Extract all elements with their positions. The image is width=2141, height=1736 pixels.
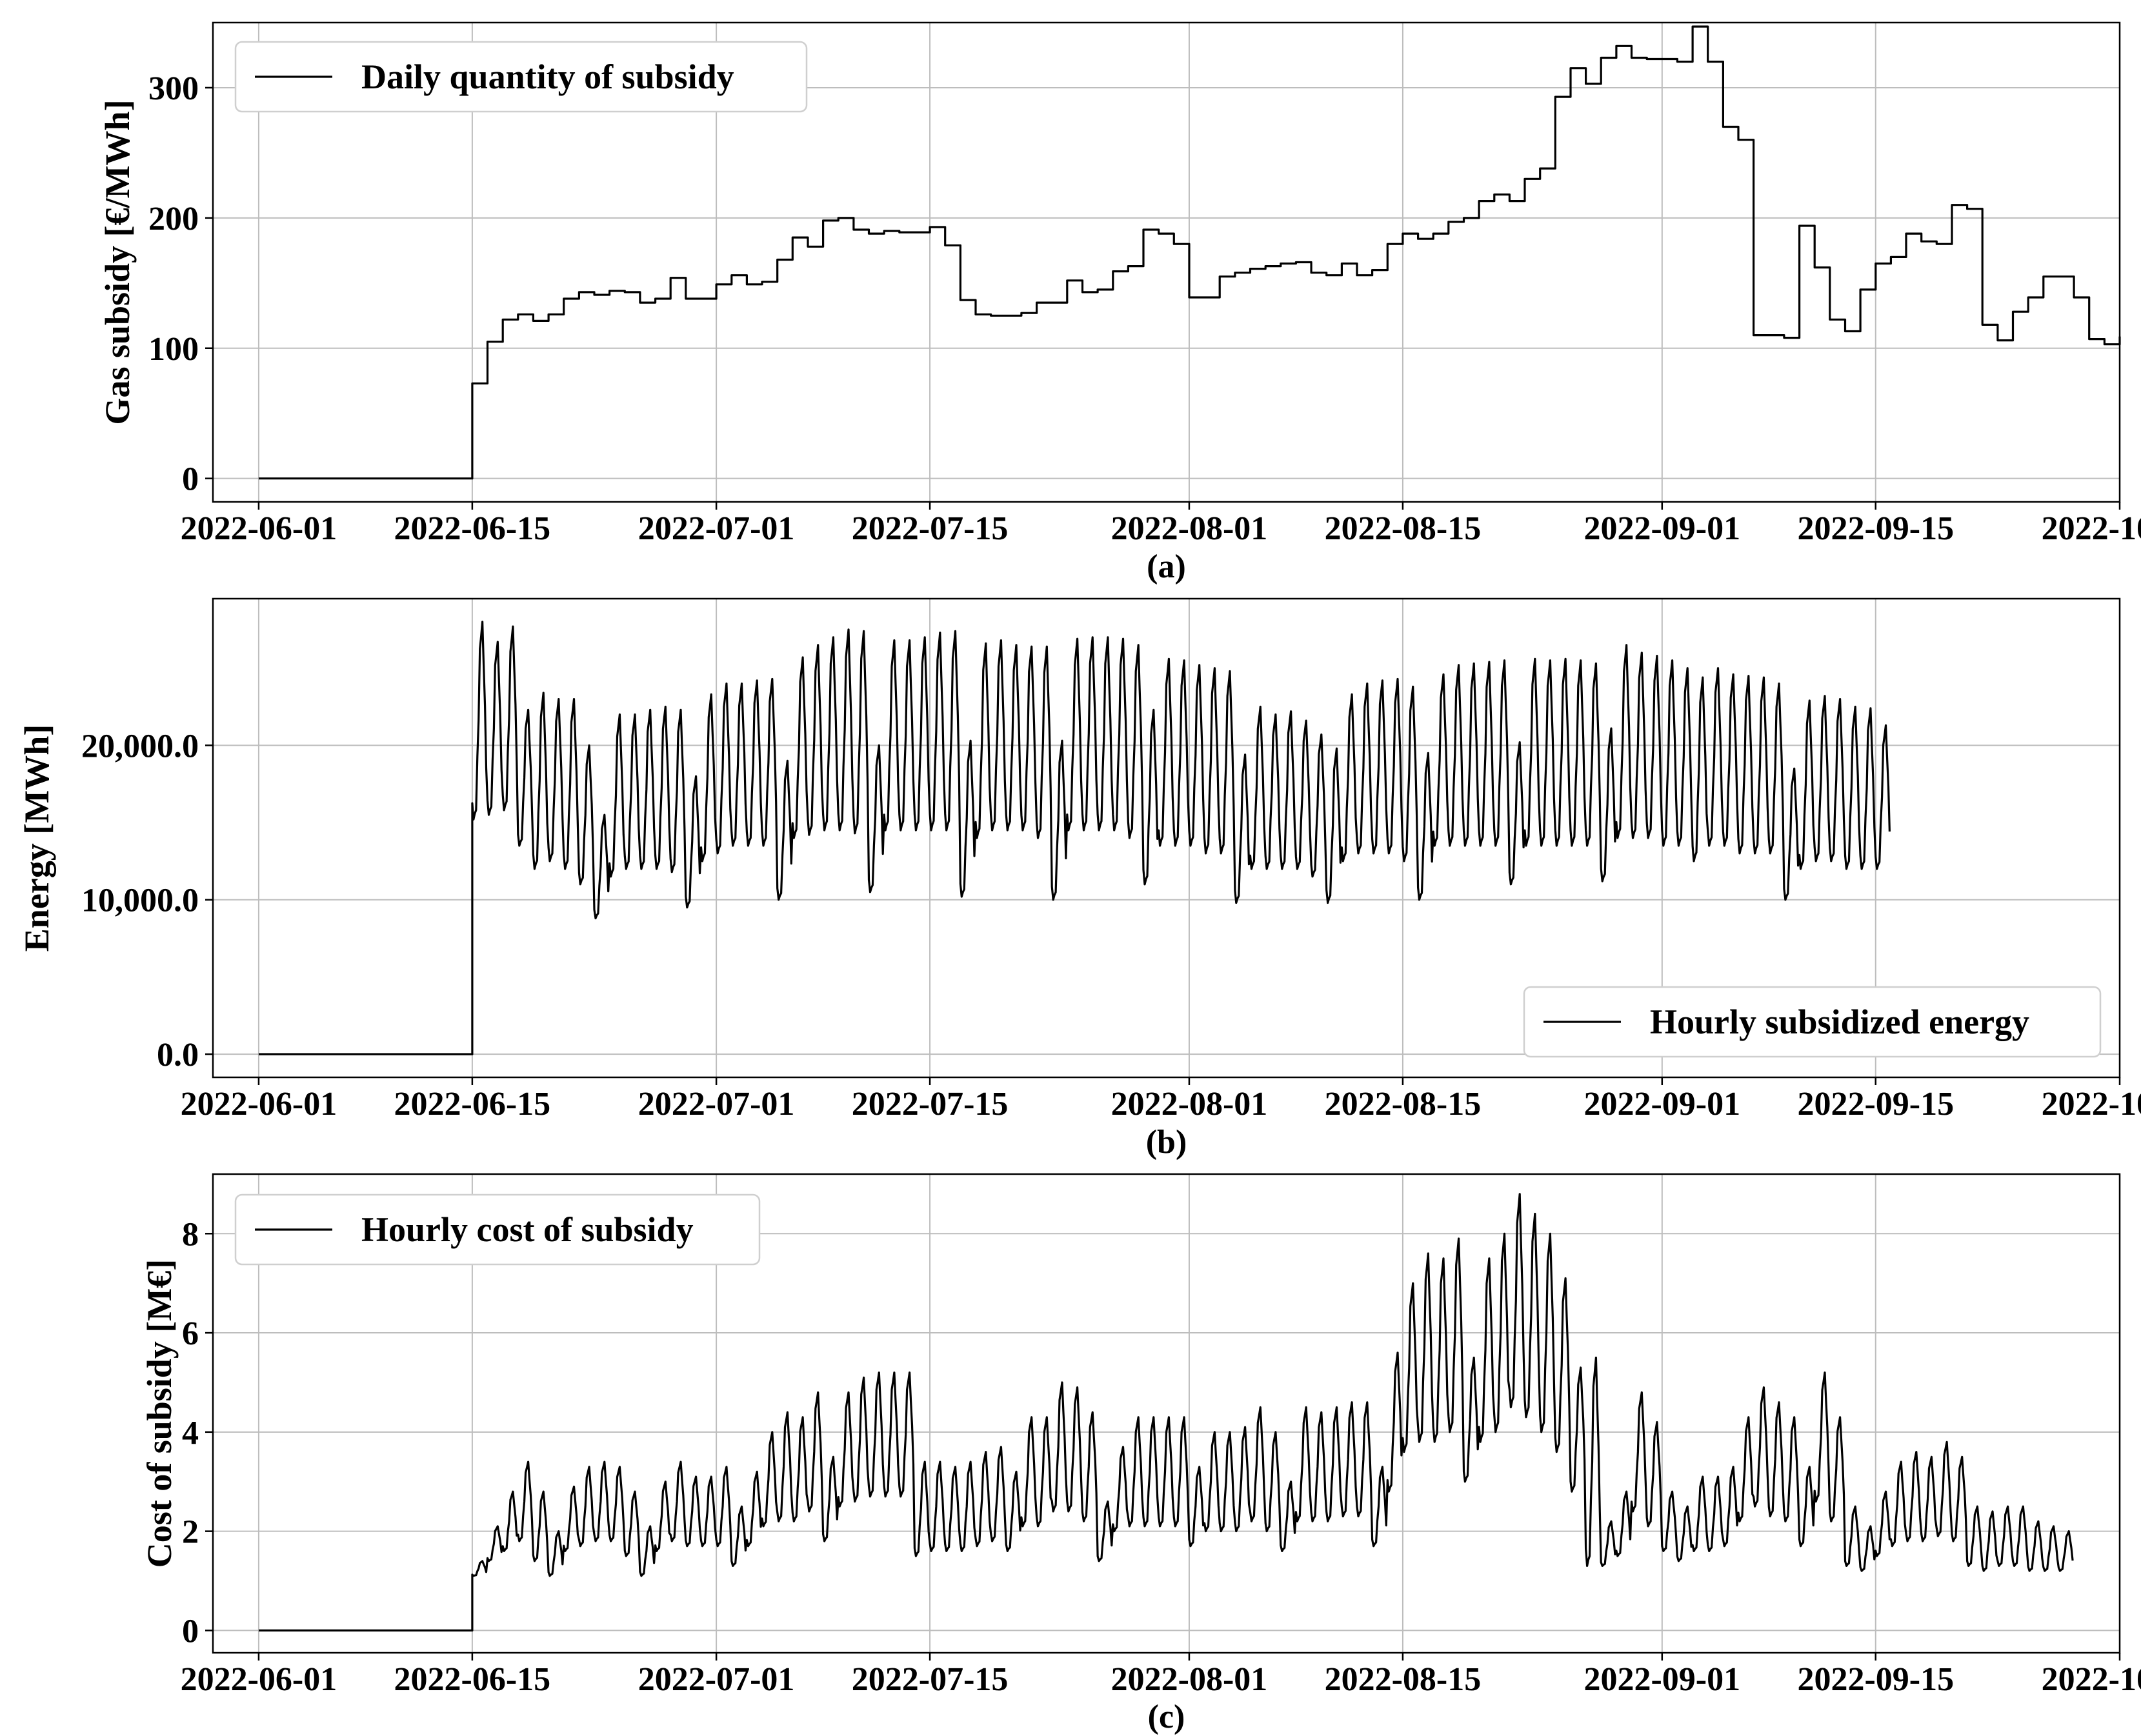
y-tick-label: 0: [182, 1613, 199, 1650]
y-tick-label: 10,000.0: [81, 883, 199, 919]
x-tick-labels: 2022-06-01 2022-06-15 2022-07-01 2022-07-15…: [181, 1077, 2141, 1122]
x-tick-label: 2022-10-01: [2042, 1661, 2141, 1698]
series-line: [258, 621, 1891, 1055]
x-tick-label: 2022-09-01: [1583, 510, 1740, 547]
y-tick-labels: 0 100 200 300: [148, 70, 213, 498]
legend-box: [1523, 986, 2102, 1058]
y-tick-label: 20,000.0: [81, 728, 199, 764]
y-axis-label: Cost of subsidy [M€]: [140, 1259, 179, 1568]
y-tick-label: 200: [148, 201, 199, 237]
x-tick-label: 2022-07-01: [638, 1086, 795, 1122]
x-tick-label: 2022-10-01: [2042, 1086, 2141, 1122]
y-axis-label: Energy [MWh]: [17, 724, 56, 952]
x-tick-label: 2022-08-01: [1111, 510, 1268, 547]
legend-box: [234, 41, 808, 113]
legend-box: [234, 1193, 761, 1266]
x-tick-label: 2022-07-01: [638, 510, 795, 547]
plot-frame: [212, 21, 2121, 503]
y-tick-label: 4: [182, 1415, 199, 1452]
x-tick-label: 2022-07-15: [852, 510, 1009, 547]
y-tick-label: 8: [182, 1216, 199, 1253]
y-tick-labels: 0 2 4 6 8: [182, 1216, 213, 1650]
gridlines: [213, 1174, 2120, 1653]
panel-caption: (a): [1147, 548, 1186, 585]
plot-frame: [212, 597, 2121, 1079]
y-tick-labels: 0.0 10,000.0 20,000.0: [81, 728, 213, 1073]
y-axis-label: Gas subsidy [€/MWh]: [98, 99, 137, 424]
x-tick-label: 2022-09-15: [1797, 510, 1954, 547]
x-tick-label: 2022-09-01: [1583, 1661, 1740, 1698]
legend: Hourly subsidized energy: [1523, 986, 2102, 1058]
y-tick-label: 0: [182, 461, 199, 498]
x-tick-label: 2022-07-01: [638, 1661, 795, 1698]
x-tick-label: 2022-09-15: [1797, 1086, 1954, 1122]
panel-caption: (b): [1146, 1124, 1187, 1161]
series-layer: [258, 25, 2121, 480]
x-tick-label: 2022-06-01: [181, 1086, 337, 1122]
panel-a: 0 100 200 300 2022-06-01 2022-06-15 2022-07-0…: [98, 21, 2141, 585]
x-tick-label: 2022-06-01: [181, 510, 337, 547]
x-tick-labels: 2022-06-01 2022-06-15 2022-07-01 2022-07-15…: [181, 1653, 2141, 1698]
x-tick-labels: 2022-06-01 2022-06-15 2022-07-01 2022-07-15…: [181, 502, 2141, 547]
series-layer: [258, 1193, 2074, 1631]
panel-b: 0.0 10,000.0 20,000.0 2022-06-01 2022-06-15…: [17, 597, 2141, 1161]
x-tick-label: 2022-08-15: [1325, 1661, 1482, 1698]
plot-frame: [212, 1173, 2121, 1654]
x-tick-label: 2022-08-01: [1111, 1661, 1268, 1698]
legend-label: Hourly cost of subsidy: [361, 1210, 694, 1249]
series-layer: [258, 621, 1891, 1055]
legend: Daily quantity of subsidy: [234, 41, 808, 113]
panel-caption: (c): [1148, 1699, 1185, 1735]
x-tick-label: 2022-08-15: [1325, 510, 1482, 547]
legend-label: Hourly subsidized energy: [1650, 1003, 2029, 1041]
x-tick-label: 2022-09-15: [1797, 1661, 1954, 1698]
series-line: [258, 25, 2121, 480]
x-tick-label: 2022-07-15: [852, 1661, 1009, 1698]
x-tick-label: 2022-10-01: [2042, 510, 2141, 547]
y-tick-label: 2: [182, 1514, 199, 1551]
x-tick-label: 2022-07-15: [852, 1086, 1009, 1122]
x-tick-label: 2022-09-01: [1583, 1086, 1740, 1122]
y-tick-label: 0.0: [157, 1037, 199, 1073]
x-tick-label: 2022-06-15: [394, 1086, 551, 1122]
legend-label: Daily quantity of subsidy: [361, 57, 734, 96]
x-tick-label: 2022-06-01: [181, 1661, 337, 1698]
y-tick-label: 100: [148, 331, 199, 368]
x-tick-label: 2022-08-15: [1325, 1086, 1482, 1122]
y-tick-label: 6: [182, 1315, 199, 1352]
y-tick-label: 300: [148, 70, 199, 107]
series-line: [258, 1193, 2074, 1631]
x-tick-label: 2022-06-15: [394, 510, 551, 547]
legend: Hourly cost of subsidy: [234, 1193, 761, 1266]
x-tick-label: 2022-06-15: [394, 1661, 551, 1698]
x-tick-label: 2022-08-01: [1111, 1086, 1268, 1122]
